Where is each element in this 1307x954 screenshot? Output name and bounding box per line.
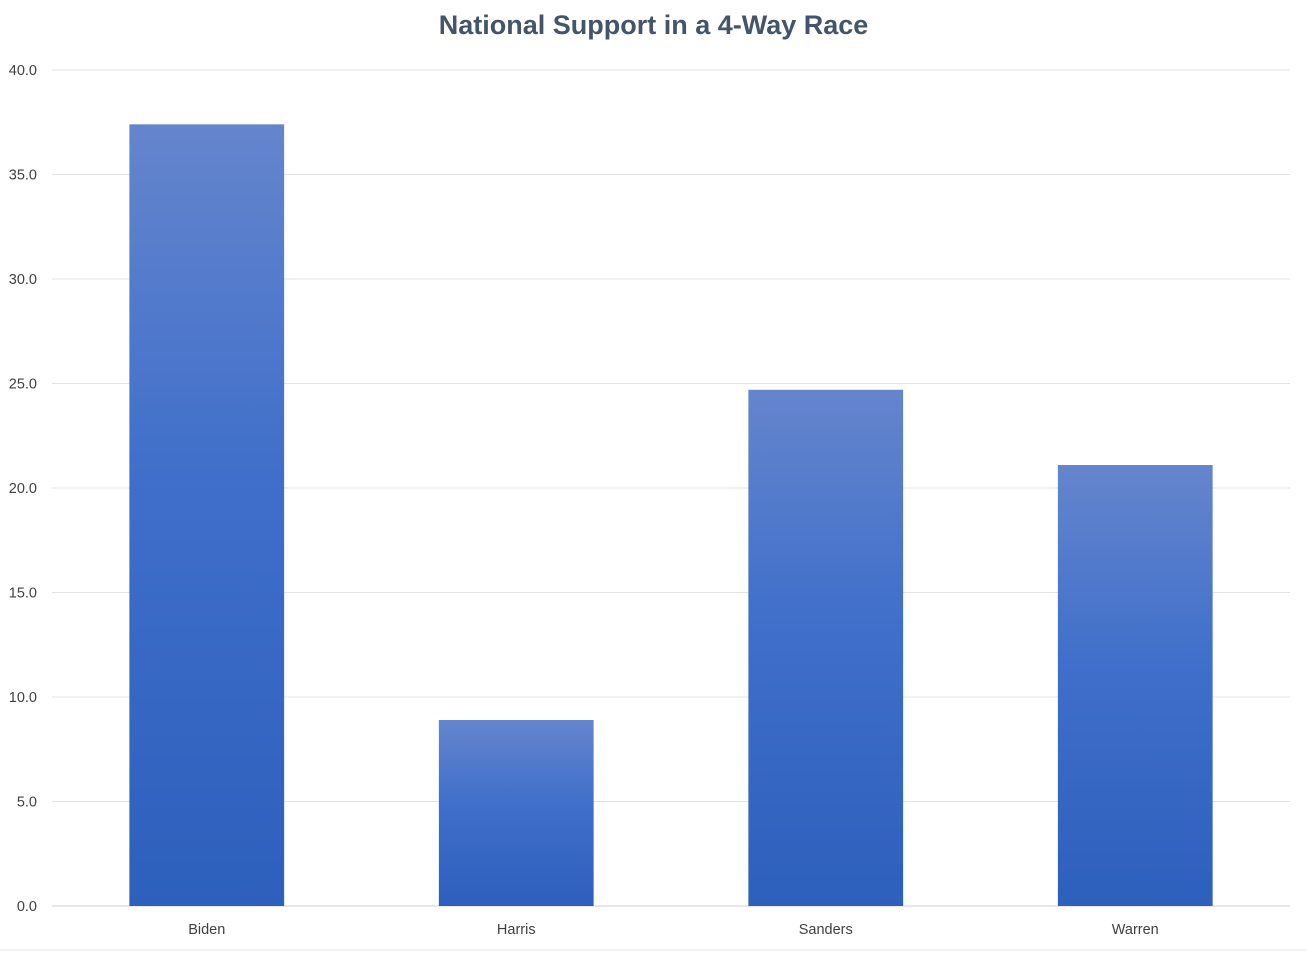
x-tick-label: Warren	[1112, 922, 1159, 938]
bar-warren	[1057, 465, 1213, 906]
y-tick-label: 10.0	[9, 690, 37, 706]
y-tick-label: 30.0	[9, 272, 37, 288]
bar-harris	[438, 719, 594, 906]
y-tick-label: 20.0	[9, 481, 37, 497]
y-tick-label: 0.0	[17, 899, 37, 915]
bar-biden	[129, 124, 285, 907]
x-tick-label: Biden	[188, 922, 225, 938]
x-tick-label: Sanders	[799, 922, 853, 938]
y-tick-label: 15.0	[9, 586, 37, 602]
y-tick-label: 5.0	[17, 795, 37, 811]
y-tick-label: 25.0	[9, 377, 37, 393]
x-axis-ticks: Biden Harris Sanders Warren	[188, 922, 1159, 938]
chart-title: National Support in a 4-Way Race	[438, 10, 869, 40]
y-axis-ticks: 0.0 5.0 10.0 15.0 20.0 25.0 30.0 35.0 40.0	[9, 63, 37, 915]
y-tick-label: 40.0	[9, 63, 37, 79]
y-tick-label: 35.0	[9, 168, 37, 184]
bars	[129, 124, 1213, 907]
x-tick-label: Harris	[497, 922, 536, 938]
bar-sanders	[748, 389, 904, 906]
